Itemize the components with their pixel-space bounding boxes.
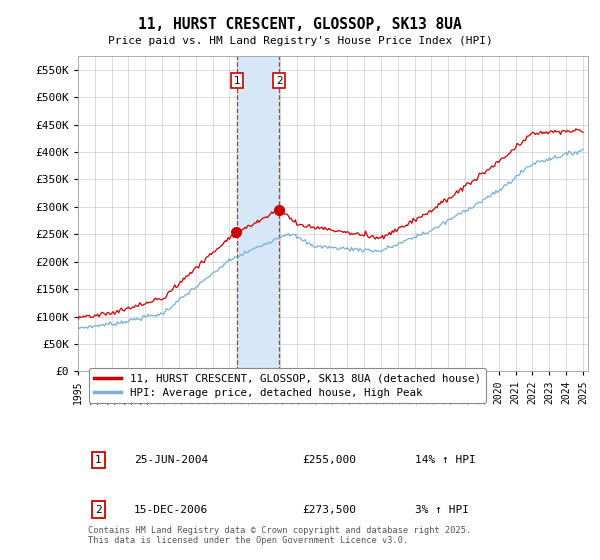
Text: 1: 1 [95,455,102,465]
Text: 2: 2 [276,76,283,86]
Text: 25-JUN-2004: 25-JUN-2004 [134,455,208,465]
Text: Price paid vs. HM Land Registry's House Price Index (HPI): Price paid vs. HM Land Registry's House … [107,36,493,46]
Text: Contains HM Land Registry data © Crown copyright and database right 2025.
This d: Contains HM Land Registry data © Crown c… [88,526,472,545]
Text: 11, HURST CRESCENT, GLOSSOP, SK13 8UA: 11, HURST CRESCENT, GLOSSOP, SK13 8UA [138,17,462,32]
Text: £273,500: £273,500 [302,505,356,515]
Text: 2: 2 [95,505,102,515]
Text: 1: 1 [234,76,241,86]
Text: 15-DEC-2006: 15-DEC-2006 [134,505,208,515]
Text: 14% ↑ HPI: 14% ↑ HPI [415,455,475,465]
Legend: 11, HURST CRESCENT, GLOSSOP, SK13 8UA (detached house), HPI: Average price, deta: 11, HURST CRESCENT, GLOSSOP, SK13 8UA (d… [89,368,486,403]
Text: 3% ↑ HPI: 3% ↑ HPI [415,505,469,515]
Text: £255,000: £255,000 [302,455,356,465]
Bar [237,56,279,371]
